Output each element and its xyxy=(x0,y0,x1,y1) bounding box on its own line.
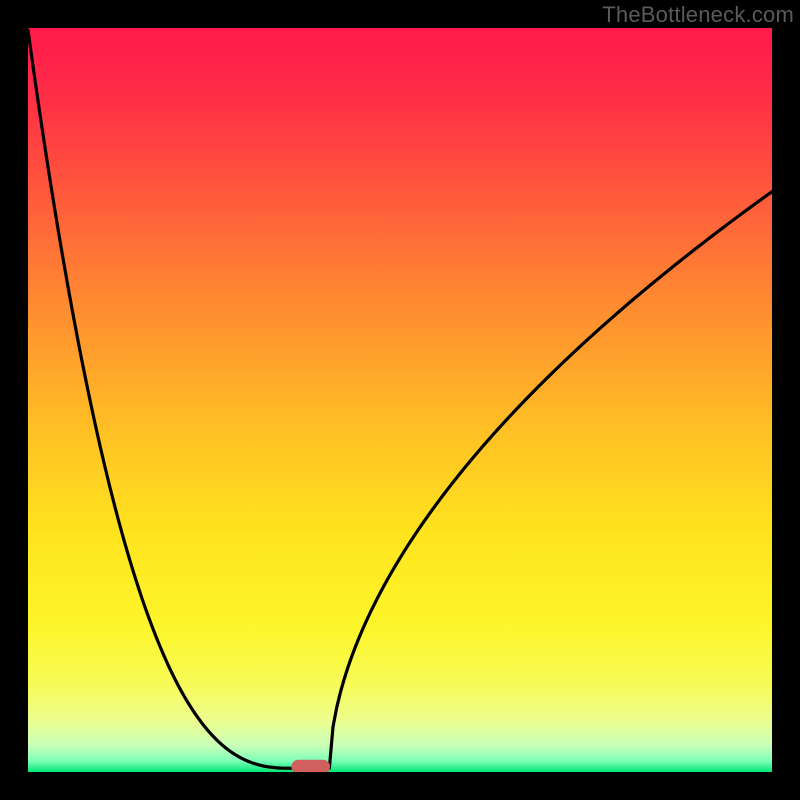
plot-inner xyxy=(28,28,772,772)
gradient-background xyxy=(28,28,772,772)
watermark-text: TheBottleneck.com xyxy=(602,2,794,28)
chart-svg xyxy=(28,28,772,772)
plot-area xyxy=(28,28,772,772)
dip-marker xyxy=(291,760,330,772)
outer-frame: TheBottleneck.com xyxy=(0,0,800,800)
